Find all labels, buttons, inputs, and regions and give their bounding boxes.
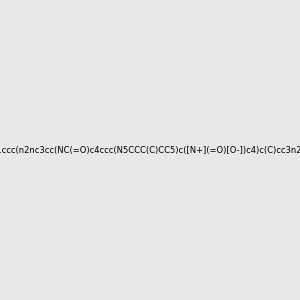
Text: CCc1ccc(n2nc3cc(NC(=O)c4ccc(N5CCC(C)CC5)c([N+](=O)[O-])c4)c(C)cc3n2)cc1: CCc1ccc(n2nc3cc(NC(=O)c4ccc(N5CCC(C)CC5)… — [0, 146, 300, 154]
